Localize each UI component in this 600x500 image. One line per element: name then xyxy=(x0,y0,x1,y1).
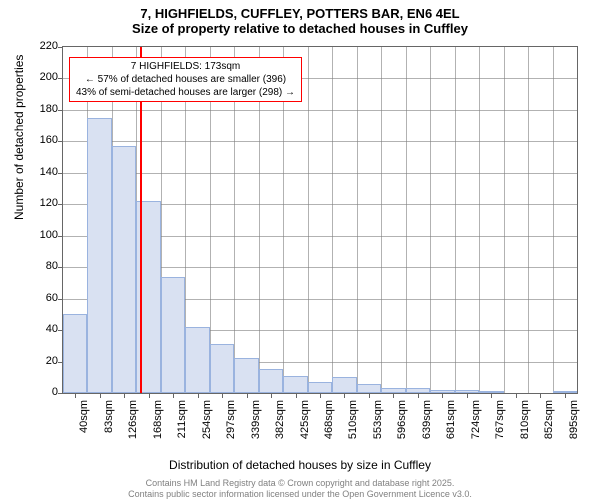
x-tick-label: 596sqm xyxy=(396,400,408,439)
chart-container: 7, HIGHFIELDS, CUFFLEY, POTTERS BAR, EN6… xyxy=(0,0,600,500)
grid-line-v xyxy=(381,47,382,393)
bar xyxy=(112,146,136,393)
y-tick-mark xyxy=(58,110,63,111)
y-tick-label: 80 xyxy=(28,260,58,272)
x-tick-mark xyxy=(149,393,150,398)
chart-title-sub: Size of property relative to detached ho… xyxy=(0,21,600,40)
x-tick-label: 724sqm xyxy=(470,400,482,439)
y-tick-label: 40 xyxy=(28,323,58,335)
x-tick-label: 168sqm xyxy=(152,400,164,439)
x-tick-label: 468sqm xyxy=(323,400,335,439)
bar xyxy=(234,358,258,393)
y-axis-label: Number of detached properties xyxy=(12,55,26,220)
x-tick-mark xyxy=(540,393,541,398)
y-tick-label: 140 xyxy=(28,166,58,178)
y-tick-label: 200 xyxy=(28,71,58,83)
x-tick-mark xyxy=(173,393,174,398)
x-tick-mark xyxy=(320,393,321,398)
x-tick-mark xyxy=(100,393,101,398)
grid-line-v xyxy=(430,47,431,393)
x-tick-label: 852sqm xyxy=(543,400,555,439)
x-tick-mark xyxy=(369,393,370,398)
y-tick-mark xyxy=(58,267,63,268)
x-tick-label: 83sqm xyxy=(103,400,115,433)
y-tick-label: 20 xyxy=(28,355,58,367)
x-tick-mark xyxy=(418,393,419,398)
bar xyxy=(283,376,307,393)
x-tick-label: 40sqm xyxy=(78,400,90,433)
bar xyxy=(332,377,356,393)
grid-line-v xyxy=(332,47,333,393)
x-tick-label: 895sqm xyxy=(568,400,580,439)
y-tick-label: 220 xyxy=(28,40,58,52)
y-tick-label: 100 xyxy=(28,229,58,241)
y-tick-label: 160 xyxy=(28,134,58,146)
x-tick-mark xyxy=(565,393,566,398)
y-tick-mark xyxy=(58,141,63,142)
plot-area: 7 HIGHFIELDS: 173sqm← 57% of detached ho… xyxy=(62,46,578,394)
y-tick-mark xyxy=(58,299,63,300)
y-tick-label: 60 xyxy=(28,292,58,304)
bar xyxy=(161,277,185,393)
grid-line-v xyxy=(357,47,358,393)
x-tick-label: 126sqm xyxy=(127,400,139,439)
x-tick-mark xyxy=(516,393,517,398)
x-tick-label: 254sqm xyxy=(201,400,213,439)
y-tick-label: 120 xyxy=(28,197,58,209)
x-tick-mark xyxy=(296,393,297,398)
grid-line-v xyxy=(479,47,480,393)
x-tick-label: 553sqm xyxy=(372,400,384,439)
x-tick-mark xyxy=(75,393,76,398)
x-tick-mark xyxy=(491,393,492,398)
x-tick-label: 681sqm xyxy=(445,400,457,439)
y-tick-mark xyxy=(58,236,63,237)
y-tick-mark xyxy=(58,393,63,394)
y-tick-mark xyxy=(58,204,63,205)
bar xyxy=(210,344,234,393)
x-tick-mark xyxy=(271,393,272,398)
x-tick-label: 810sqm xyxy=(519,400,531,439)
bar xyxy=(308,382,332,393)
annotation-box: 7 HIGHFIELDS: 173sqm← 57% of detached ho… xyxy=(69,57,302,102)
grid-line-v xyxy=(406,47,407,393)
x-tick-mark xyxy=(124,393,125,398)
x-axis-label: Distribution of detached houses by size … xyxy=(0,458,600,472)
x-tick-mark xyxy=(222,393,223,398)
bar xyxy=(259,369,283,393)
footer-copyright-1: Contains HM Land Registry data © Crown c… xyxy=(0,478,600,488)
grid-line-v xyxy=(455,47,456,393)
x-tick-mark xyxy=(247,393,248,398)
grid-line-v xyxy=(528,47,529,393)
annotation-line-2: 43% of semi-detached houses are larger (… xyxy=(76,86,295,99)
x-tick-mark xyxy=(344,393,345,398)
x-tick-label: 767sqm xyxy=(494,400,506,439)
grid-line-v xyxy=(553,47,554,393)
x-tick-label: 339sqm xyxy=(250,400,262,439)
x-tick-label: 297sqm xyxy=(225,400,237,439)
x-tick-label: 639sqm xyxy=(421,400,433,439)
bar xyxy=(87,118,111,393)
annotation-line-1: ← 57% of detached houses are smaller (39… xyxy=(76,73,295,86)
x-tick-label: 510sqm xyxy=(347,400,359,439)
x-tick-label: 382sqm xyxy=(274,400,286,439)
y-tick-mark xyxy=(58,78,63,79)
annotation-title: 7 HIGHFIELDS: 173sqm xyxy=(76,60,295,73)
chart-title-main: 7, HIGHFIELDS, CUFFLEY, POTTERS BAR, EN6… xyxy=(0,0,600,21)
grid-line-v xyxy=(504,47,505,393)
x-tick-mark xyxy=(467,393,468,398)
x-tick-mark xyxy=(393,393,394,398)
x-tick-mark xyxy=(198,393,199,398)
footer-copyright-2: Contains public sector information licen… xyxy=(0,489,600,499)
y-tick-mark xyxy=(58,47,63,48)
y-tick-mark xyxy=(58,173,63,174)
y-tick-label: 0 xyxy=(28,386,58,398)
x-tick-mark xyxy=(442,393,443,398)
x-tick-label: 211sqm xyxy=(176,400,188,438)
y-tick-label: 180 xyxy=(28,103,58,115)
bar xyxy=(357,384,381,393)
x-tick-label: 425sqm xyxy=(299,400,311,439)
bar xyxy=(185,327,209,393)
bar xyxy=(63,314,87,393)
grid-line-v xyxy=(308,47,309,393)
